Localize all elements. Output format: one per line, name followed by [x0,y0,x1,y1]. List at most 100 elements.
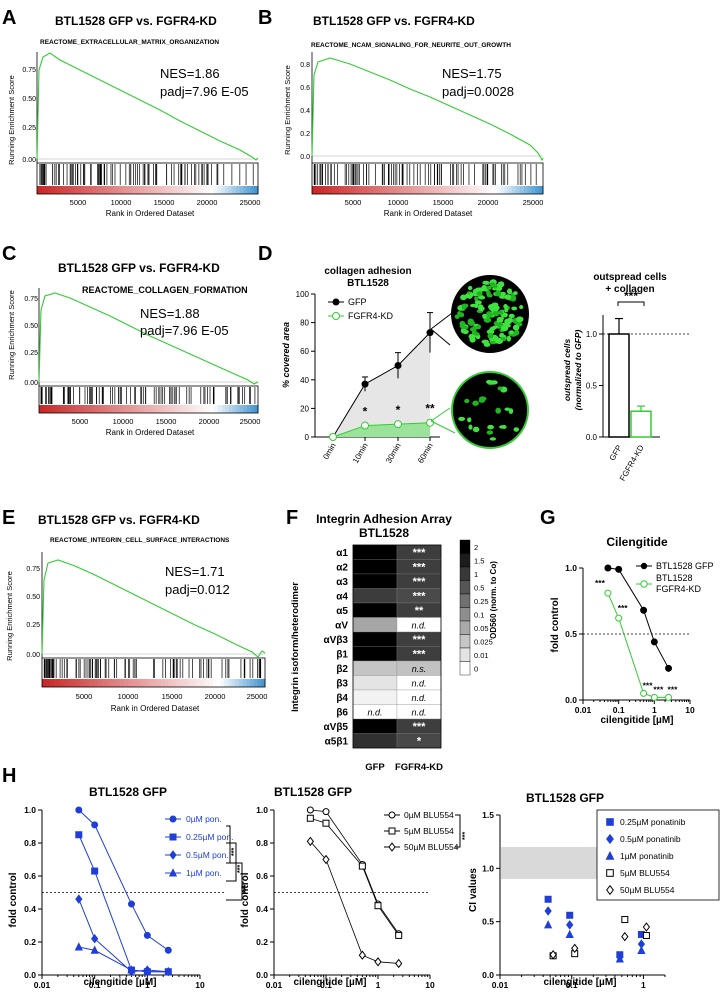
gradient-cell [235,679,240,687]
gradient-cell [477,186,482,194]
gradient-cell [71,679,76,687]
cell [513,291,518,296]
gradient-cell [157,679,162,687]
data-point [604,564,612,572]
y-tick-label: 40 [300,376,309,385]
heatmap-row-label: β6 [336,708,348,719]
heatmap-row-label: αV [335,621,348,632]
gradient-cell [130,405,135,413]
gradient-cell [138,679,143,687]
x-axis-label: cilengitide [µM] [544,977,617,988]
gradient-cell [423,186,428,194]
legend-label: 1µM pon. [186,868,222,878]
legend-label: 1µM ponatinib [620,851,674,861]
legend-label: 0.5µM pon. [186,850,229,860]
padj-annotation: padj=0.0028 [442,84,514,99]
heatmap-cell-label: *** [413,721,427,733]
cell [516,316,524,323]
cell [462,330,469,335]
data-point [395,931,403,939]
gradient-cell [86,405,91,413]
cell [477,304,484,310]
y-tick-label: 0.6 [300,85,310,92]
x-axis-label: cilengitide [µM] [601,715,674,726]
heatmap-cell-label: n.d. [411,693,426,703]
gradient-cell [427,186,432,194]
gradient-cell [132,186,137,194]
gradient-cell [195,186,200,194]
legend-marker [606,869,614,877]
cell [461,303,467,310]
gradient-cell [489,186,494,194]
x-ticks: 0min 10min 30min 60min [321,437,435,465]
cell [519,305,524,310]
data-point [322,808,330,816]
gradient-cell [82,679,88,687]
gradient-cell [110,186,115,194]
gradient-cell [213,186,218,194]
y-axis-label: CI values [468,868,479,912]
cell [503,304,508,309]
y-tick-label: 0.5 [482,917,494,927]
y-axis-label: Running Enrichment Score [7,75,16,165]
heatmap-row-label: αVβ3 [324,635,349,646]
cell [500,325,509,332]
chart-title-line2: BTL1528 [347,278,389,289]
gradient-cell [174,405,179,413]
data-point-kd [394,420,402,429]
gradient-cell [238,679,244,687]
data-point [90,945,99,954]
cell [477,287,486,292]
gradient-cell [246,679,251,687]
gradient-cell [469,186,475,194]
y-tick-label: 0.6 [24,871,36,881]
bar-title-line2: + collagen [605,284,654,295]
y-tick-labels: 0.75 0.50 0.25 0.00 [24,296,38,387]
cell [499,291,506,296]
gradient-cell [210,186,215,194]
gradient-cell [232,186,237,194]
data-point-kd [329,433,337,441]
colorbar-tick-label: 1 [474,570,478,579]
gradient-cell [400,186,405,194]
y-tick-labels: 0.75 0.50 0.25 0.00 [26,566,40,659]
heatmap-row-label: α2 [336,563,348,574]
data-point [75,831,83,839]
legend: BTL1528 GFP BTL1528 FGFR4-KD [636,561,714,594]
x-tick-label: 10000 [111,198,132,207]
gradient-cell [84,186,90,194]
gradient-cell [228,405,233,413]
heatmap-column-label: FGFR4-KD [395,762,443,773]
data-point [640,689,648,697]
y-tick-label: 0.50 [22,96,36,103]
gradient-cell [535,186,540,194]
gradient-cell [199,405,204,413]
enrichment-curve [36,52,259,161]
nes-annotation: NES=1.75 [442,66,502,81]
panel-letter: D [258,243,272,265]
x-tick-label: 20000 [197,198,218,207]
gradient-cell [205,679,210,687]
gradient-cell [254,405,259,413]
gradient-cell [66,186,71,194]
y-tick-labels: 0.75 0.50 0.25 0.00 [22,67,36,164]
x-axis-label: Rank in Ordered Dataset [111,704,200,713]
x-tick-label: 15000 [162,692,183,701]
gradient-cell [49,405,55,413]
y-tick-label: 80 [300,319,309,328]
gradient-cell [179,679,184,687]
legend-marker [168,868,178,877]
cell [474,300,482,305]
micrograph-gfp [430,275,529,353]
cell [486,430,494,435]
data-point [374,902,382,910]
data-point [544,920,553,929]
rug-frame [311,162,544,195]
x-tick-labels: 5000 10000 15000 20000 25000 [345,198,544,207]
gradient-cell [481,186,486,194]
colorbar: 2 1.5 1 0.5 0.25 0.1 0.05 0.025 0.01 0 [459,539,493,676]
gradient-cell [60,405,66,413]
heatmap-title-line2: BTL1528 [359,526,409,540]
data-point [621,916,629,924]
gradient-cell [70,186,75,194]
